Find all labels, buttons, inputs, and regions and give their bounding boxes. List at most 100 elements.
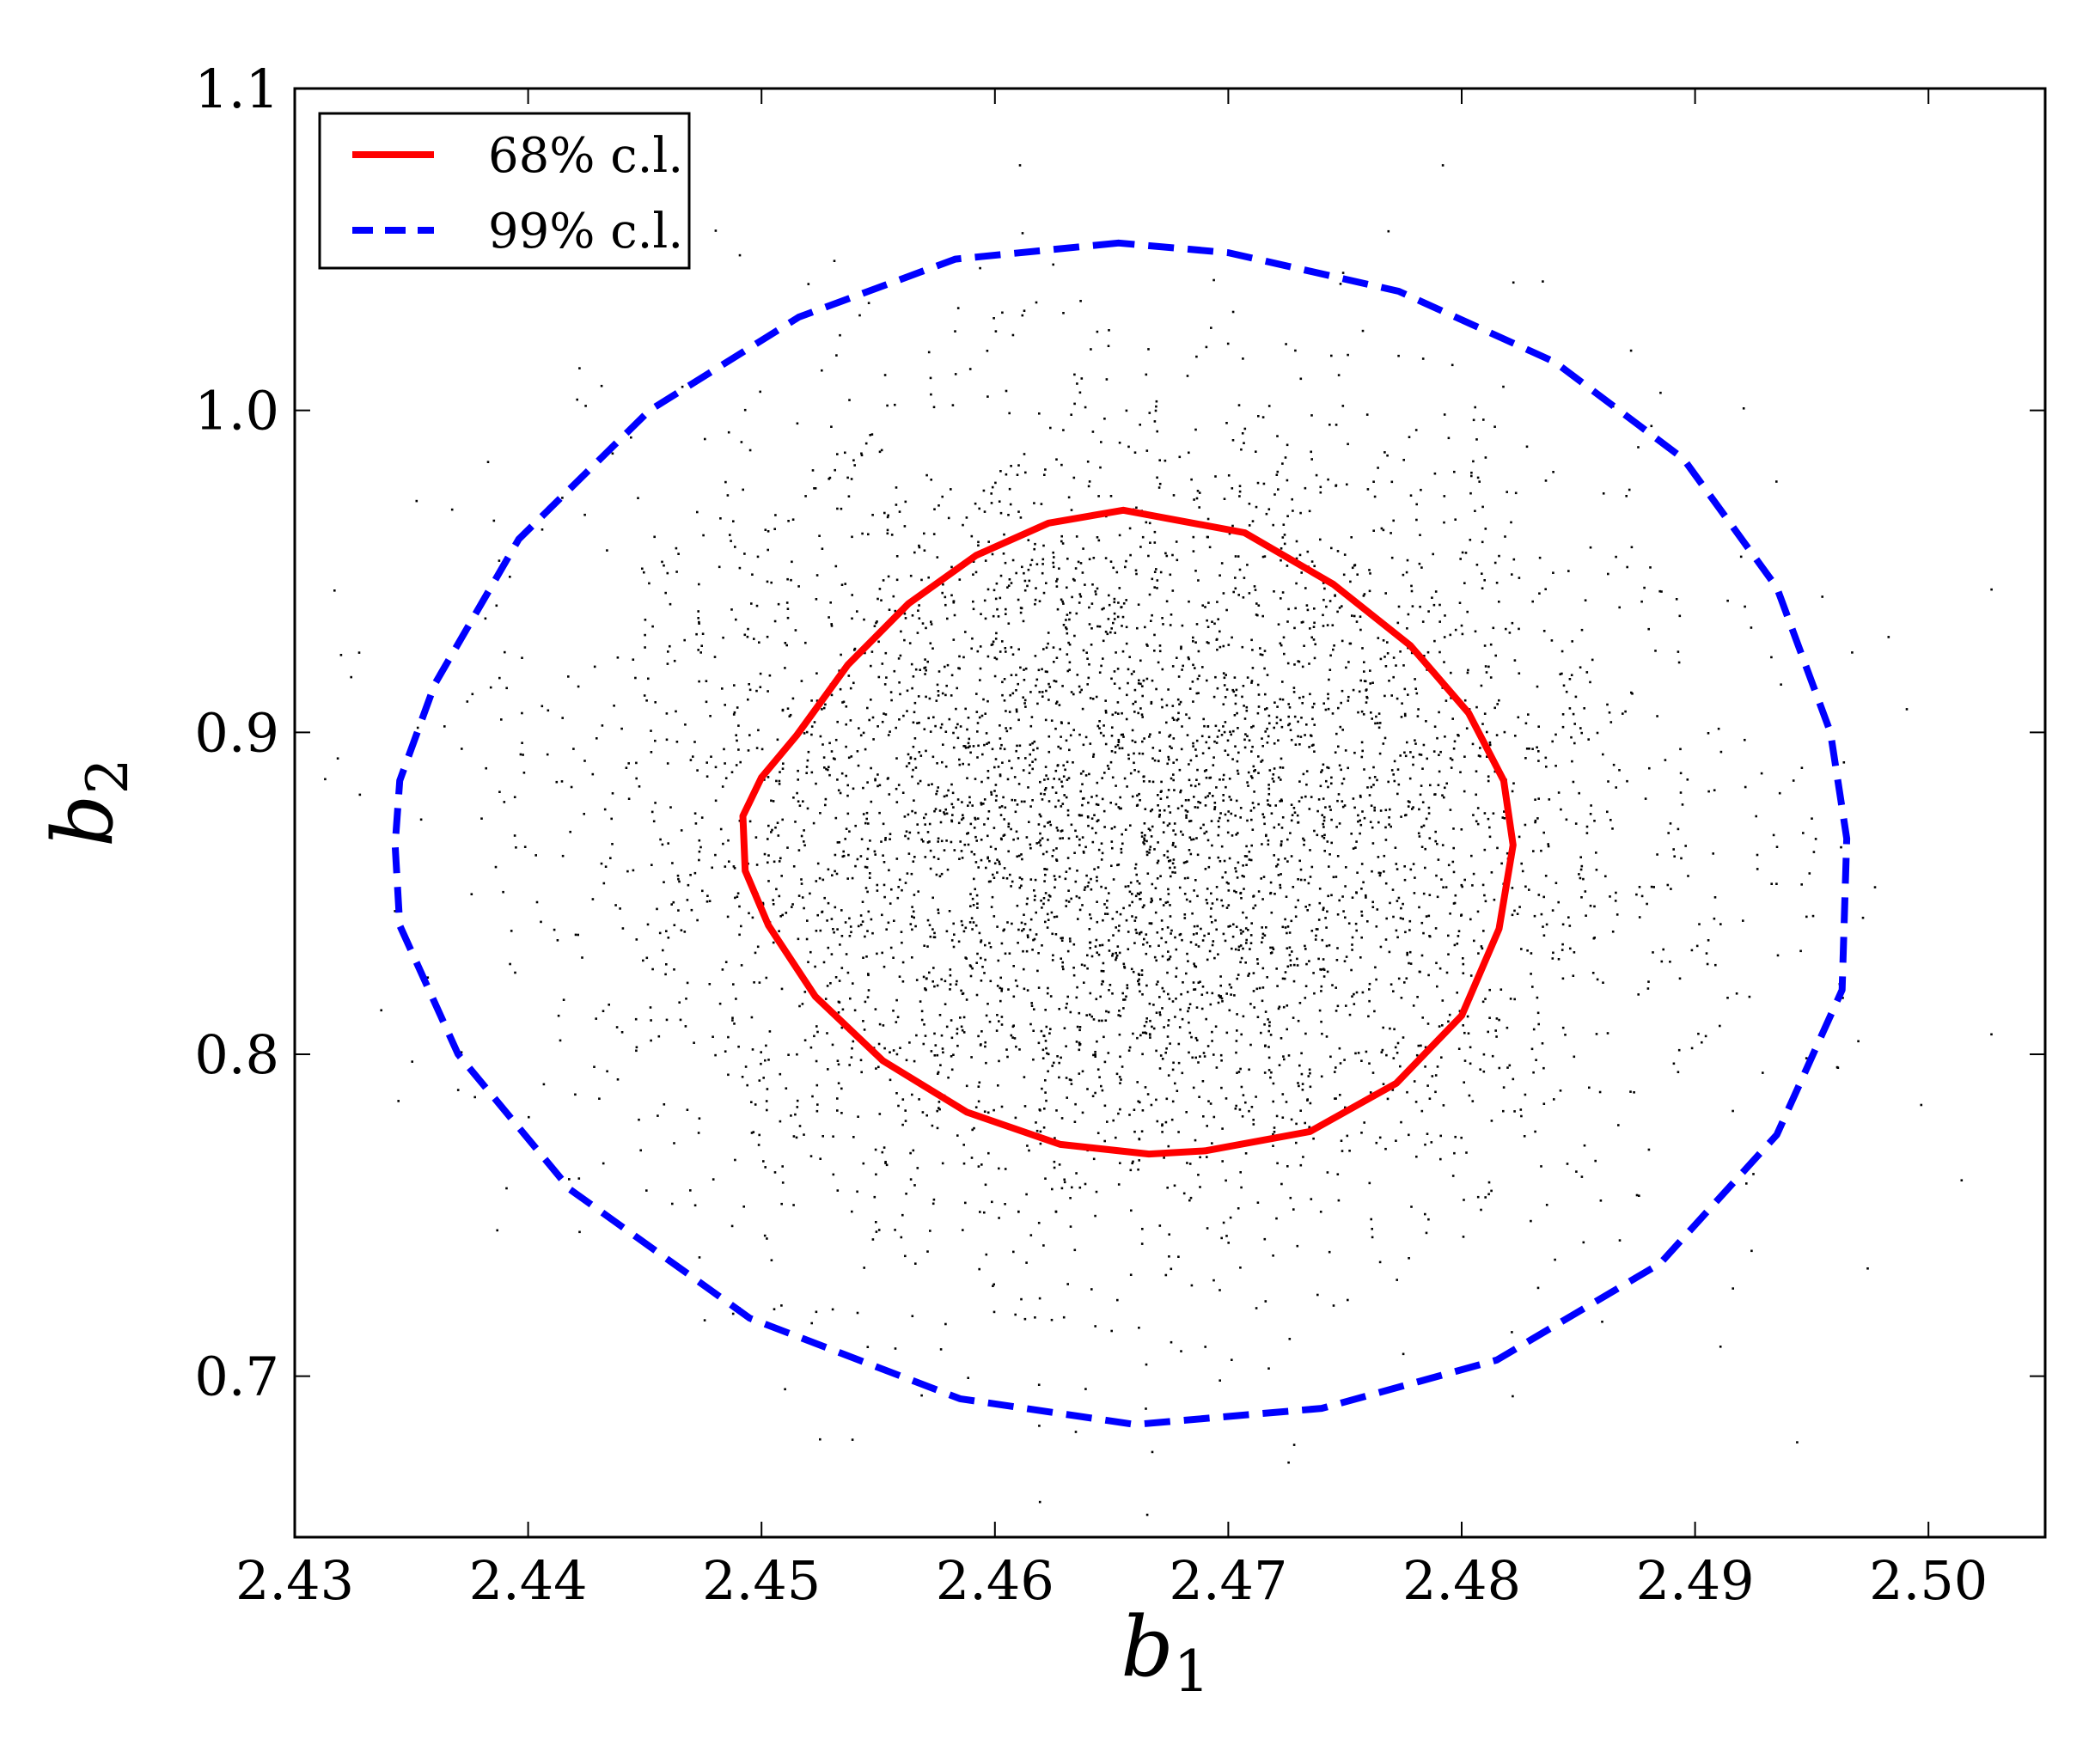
scatter-point — [1524, 885, 1527, 888]
scatter-point — [1390, 556, 1394, 559]
scatter-point — [890, 534, 894, 536]
scatter-point — [665, 930, 668, 932]
scatter-point — [1140, 1130, 1144, 1132]
scatter-point — [1177, 1131, 1180, 1133]
scatter-point — [1248, 739, 1251, 742]
scatter-point — [1246, 781, 1249, 784]
scatter-point — [1161, 986, 1164, 990]
scatter-point — [1153, 541, 1157, 544]
scatter-point — [943, 795, 946, 798]
scatter-point — [1125, 559, 1127, 563]
scatter-point — [1103, 826, 1106, 828]
scatter-point — [1347, 922, 1351, 925]
scatter-point — [1458, 601, 1462, 604]
scatter-point — [1679, 772, 1683, 775]
scatter-point — [577, 685, 580, 688]
scatter-point — [1394, 846, 1397, 849]
scatter-point — [1408, 1257, 1410, 1260]
scatter-point — [987, 880, 991, 883]
scatter-point — [689, 759, 693, 761]
scatter-point — [1204, 868, 1207, 870]
scatter-point — [1629, 349, 1633, 352]
scatter-point — [1234, 745, 1237, 748]
scatter-point — [815, 1083, 819, 1087]
scatter-point — [1456, 943, 1459, 945]
scatter-point — [704, 437, 706, 441]
scatter-point — [596, 737, 598, 740]
scatter-point — [1088, 928, 1091, 931]
scatter-point — [1484, 900, 1487, 903]
scatter-point — [1434, 793, 1437, 796]
scatter-point — [1310, 865, 1314, 869]
scatter-point — [1037, 668, 1041, 672]
scatter-point — [689, 1189, 692, 1192]
scatter-point — [1204, 796, 1207, 799]
scatter-point — [848, 917, 851, 920]
scatter-point — [1714, 963, 1717, 967]
scatter-point — [1530, 973, 1532, 975]
scatter-point — [1329, 809, 1332, 811]
scatter-point — [1159, 571, 1163, 574]
scatter-point — [901, 791, 905, 794]
scatter-point — [1322, 582, 1325, 584]
scatter-point — [1055, 1109, 1058, 1112]
scatter-point — [1060, 939, 1064, 942]
scatter-point — [999, 863, 1001, 865]
scatter-point — [912, 860, 915, 863]
scatter-point — [1021, 314, 1024, 317]
scatter-point — [938, 875, 942, 878]
scatter-point — [1170, 1340, 1173, 1344]
scatter-point — [1105, 1010, 1108, 1013]
scatter-point — [1328, 678, 1330, 681]
scatter-point — [1304, 587, 1307, 589]
scatter-point — [1584, 890, 1587, 893]
scatter-point — [1331, 712, 1335, 715]
scatter-point — [1177, 711, 1180, 715]
scatter-point — [972, 921, 975, 924]
scatter-point — [1201, 752, 1205, 754]
scatter-point — [1158, 809, 1161, 812]
scatter-point — [1450, 766, 1453, 769]
scatter-point — [595, 1017, 597, 1020]
scatter-point — [1197, 692, 1200, 694]
scatter-point — [1003, 533, 1005, 536]
scatter-point — [1044, 873, 1047, 876]
scatter-point — [743, 633, 747, 637]
scatter-point — [934, 724, 937, 728]
scatter-point — [1438, 1025, 1441, 1028]
scatter-point — [702, 534, 705, 537]
scatter-point — [1061, 803, 1065, 805]
scatter-point — [1474, 630, 1477, 633]
scatter-point — [1493, 561, 1497, 565]
scatter-point — [1249, 942, 1253, 944]
scatter-point — [1371, 826, 1374, 829]
scatter-point — [1136, 1036, 1139, 1040]
scatter-point — [1143, 904, 1145, 906]
scatter-point — [1128, 656, 1131, 658]
scatter-point — [1198, 783, 1200, 785]
scatter-point — [711, 866, 713, 870]
scatter-point — [712, 1178, 715, 1181]
scatter-point — [987, 540, 990, 543]
scatter-point — [924, 666, 927, 669]
scatter-point — [1054, 769, 1058, 772]
scatter-point — [1149, 845, 1152, 848]
scatter-point — [695, 632, 698, 636]
scatter-point — [935, 792, 938, 796]
scatter-point — [1618, 1239, 1622, 1242]
scatter-point — [917, 831, 920, 834]
scatter-point — [875, 1173, 877, 1176]
scatter-point — [1235, 870, 1237, 873]
scatter-point — [1267, 1018, 1269, 1021]
scatter-point — [1115, 951, 1117, 955]
scatter-point — [1153, 650, 1156, 652]
scatter-point — [1365, 701, 1368, 704]
scatter-point — [1112, 566, 1115, 570]
scatter-point — [1445, 782, 1448, 785]
scatter-point — [779, 1120, 782, 1123]
scatter-point — [1056, 577, 1059, 581]
scatter-point — [1265, 833, 1267, 837]
scatter-point — [1302, 772, 1305, 776]
scatter-point — [901, 980, 905, 983]
scatter-point — [834, 758, 836, 760]
